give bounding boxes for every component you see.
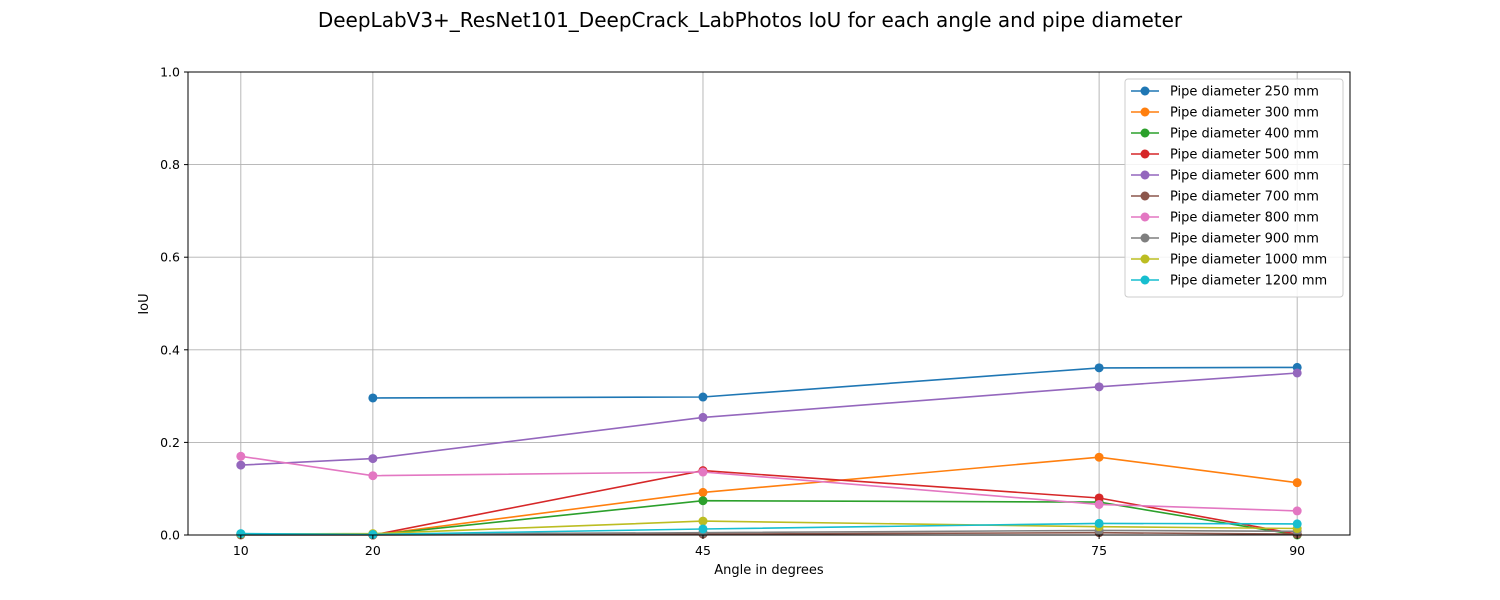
legend-item: Pipe diameter 400 mm — [1131, 127, 1319, 142]
legend-item: Pipe diameter 800 mm — [1131, 211, 1319, 226]
legend-label: Pipe diameter 600 mm — [1170, 169, 1319, 184]
series-7 — [236, 451, 1302, 516]
data-point — [236, 460, 246, 470]
legend-swatch-marker — [1140, 128, 1150, 138]
legend-item: Pipe diameter 1000 mm — [1131, 253, 1327, 268]
data-point — [1094, 493, 1104, 503]
data-point — [698, 524, 708, 534]
legend-label: Pipe diameter 700 mm — [1170, 190, 1319, 205]
legend-swatch-marker — [1140, 254, 1150, 264]
legend-swatch-marker — [1140, 233, 1150, 243]
legend-label: Pipe diameter 1000 mm — [1170, 253, 1327, 268]
legend: Pipe diameter 250 mm Pipe diameter 300 mm… — [1124, 78, 1344, 298]
legend-item: Pipe diameter 600 mm — [1131, 169, 1319, 184]
x-tick-label: 75 — [1091, 543, 1107, 558]
legend-label: Pipe diameter 250 mm — [1170, 85, 1319, 100]
series-line — [240, 372, 1298, 466]
data-point — [698, 392, 708, 402]
legend-item: Pipe diameter 700 mm — [1131, 190, 1319, 205]
x-tick-label: 45 — [695, 543, 711, 558]
legend-swatch-marker — [1140, 191, 1150, 201]
y-tick-label: 0.2 — [160, 435, 180, 450]
data-point — [236, 451, 246, 461]
legend-swatch-marker — [1140, 86, 1150, 96]
data-point — [368, 454, 378, 464]
data-point — [1094, 452, 1104, 462]
series-1 — [368, 362, 1302, 403]
data-point — [1094, 363, 1104, 373]
series-layer — [236, 362, 1302, 540]
data-point — [1094, 382, 1104, 392]
legend-swatch-marker — [1140, 107, 1150, 117]
legend-item: Pipe diameter 250 mm — [1131, 85, 1319, 100]
legend-swatch-marker — [1140, 275, 1150, 285]
y-tick-label: 1.0 — [160, 65, 180, 80]
data-point — [236, 529, 246, 539]
data-point — [698, 487, 708, 497]
legend-label: Pipe diameter 500 mm — [1170, 148, 1319, 163]
legend-swatch-marker — [1140, 170, 1150, 180]
series-line — [372, 499, 1298, 536]
legend-box — [1124, 78, 1344, 298]
data-point — [1292, 519, 1302, 529]
y-axis-label: IoU — [137, 293, 152, 314]
data-point — [1292, 478, 1302, 488]
legend-label: Pipe diameter 400 mm — [1170, 127, 1319, 142]
y-axis: 0.0 0.2 0.4 0.6 0.8 1.0 — [160, 65, 188, 543]
x-tick-label: 20 — [365, 543, 381, 558]
legend-swatch-marker — [1140, 149, 1150, 159]
legend-swatch-marker — [1140, 212, 1150, 222]
legend-label: Pipe diameter 900 mm — [1170, 232, 1319, 247]
data-point — [698, 516, 708, 526]
y-tick-label: 0.4 — [160, 342, 180, 357]
series-line — [372, 366, 1298, 399]
series-5 — [236, 368, 1302, 470]
data-point — [1292, 506, 1302, 516]
data-point — [1094, 518, 1104, 528]
series-line — [372, 456, 1298, 536]
legend-item: Pipe diameter 300 mm — [1131, 106, 1319, 121]
series-line — [240, 455, 1298, 512]
data-point — [698, 496, 708, 506]
legend-item: Pipe diameter 900 mm — [1131, 232, 1319, 247]
y-tick-label: 0.8 — [160, 157, 180, 172]
legend-label: Pipe diameter 300 mm — [1170, 106, 1319, 121]
data-point — [698, 412, 708, 422]
x-tick-label: 90 — [1289, 543, 1305, 558]
chart-title: DeepLabV3+_ResNet101_DeepCrack_LabPhotos… — [318, 8, 1183, 32]
legend-item: Pipe diameter 500 mm — [1131, 148, 1319, 163]
x-axis: 10 20 45 75 90 — [233, 535, 1305, 558]
legend-label: Pipe diameter 800 mm — [1170, 211, 1319, 226]
y-tick-label: 0.0 — [160, 528, 180, 543]
series-line — [372, 469, 1298, 536]
data-point — [368, 393, 378, 403]
legend-label: Pipe diameter 1200 mm — [1170, 274, 1327, 289]
x-axis-label: Angle in degrees — [714, 563, 824, 578]
data-point — [1292, 368, 1302, 378]
data-point — [1094, 499, 1104, 509]
data-point — [368, 471, 378, 481]
x-tick-label: 10 — [233, 543, 249, 558]
data-point — [698, 467, 708, 477]
y-tick-label: 0.6 — [160, 250, 180, 265]
legend-item: Pipe diameter 1200 mm — [1131, 274, 1327, 289]
plot-frame — [187, 71, 1351, 536]
